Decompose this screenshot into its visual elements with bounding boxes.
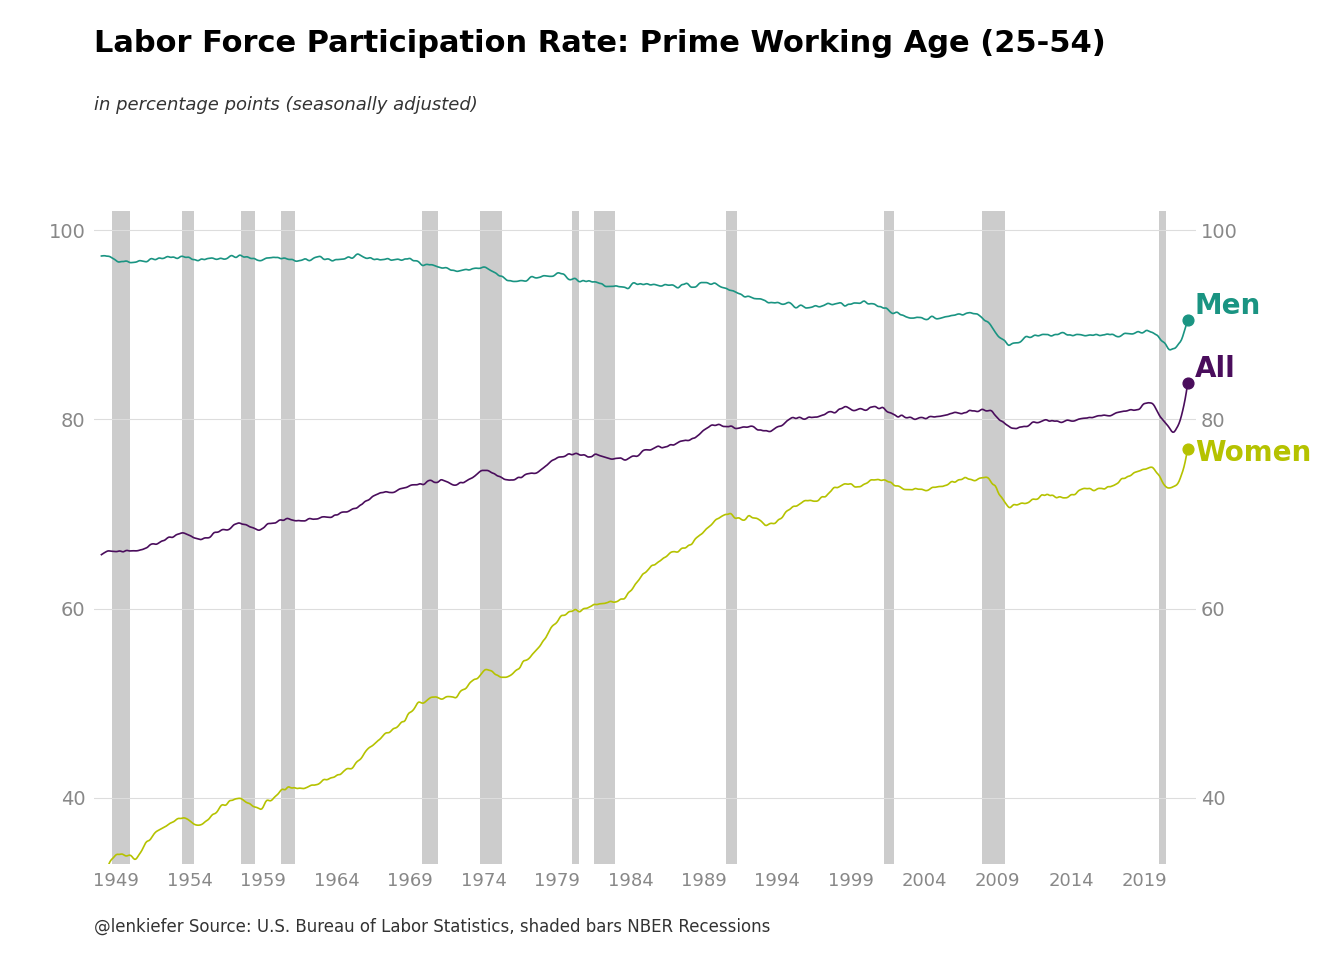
Bar: [422, 211, 438, 864]
Text: Women: Women: [1195, 440, 1312, 468]
Bar: [571, 211, 579, 864]
Text: Men: Men: [1195, 292, 1261, 320]
Bar: [183, 211, 195, 864]
Bar: [113, 211, 129, 864]
Bar: [726, 211, 737, 864]
Bar: [884, 211, 894, 864]
Point: [1177, 375, 1199, 391]
Bar: [594, 211, 614, 864]
Bar: [982, 211, 1005, 864]
Text: Labor Force Participation Rate: Prime Working Age (25-54): Labor Force Participation Rate: Prime Wo…: [94, 29, 1106, 58]
Point: [1177, 441, 1199, 456]
Point: [1177, 312, 1199, 327]
Bar: [241, 211, 254, 864]
Bar: [480, 211, 501, 864]
Bar: [1160, 211, 1165, 864]
Text: @lenkiefer Source: U.S. Bureau of Labor Statistics, shaded bars NBER Recessions: @lenkiefer Source: U.S. Bureau of Labor …: [94, 918, 770, 936]
Text: in percentage points (seasonally adjusted): in percentage points (seasonally adjuste…: [94, 96, 478, 114]
Text: All: All: [1195, 355, 1235, 383]
Bar: [281, 211, 294, 864]
